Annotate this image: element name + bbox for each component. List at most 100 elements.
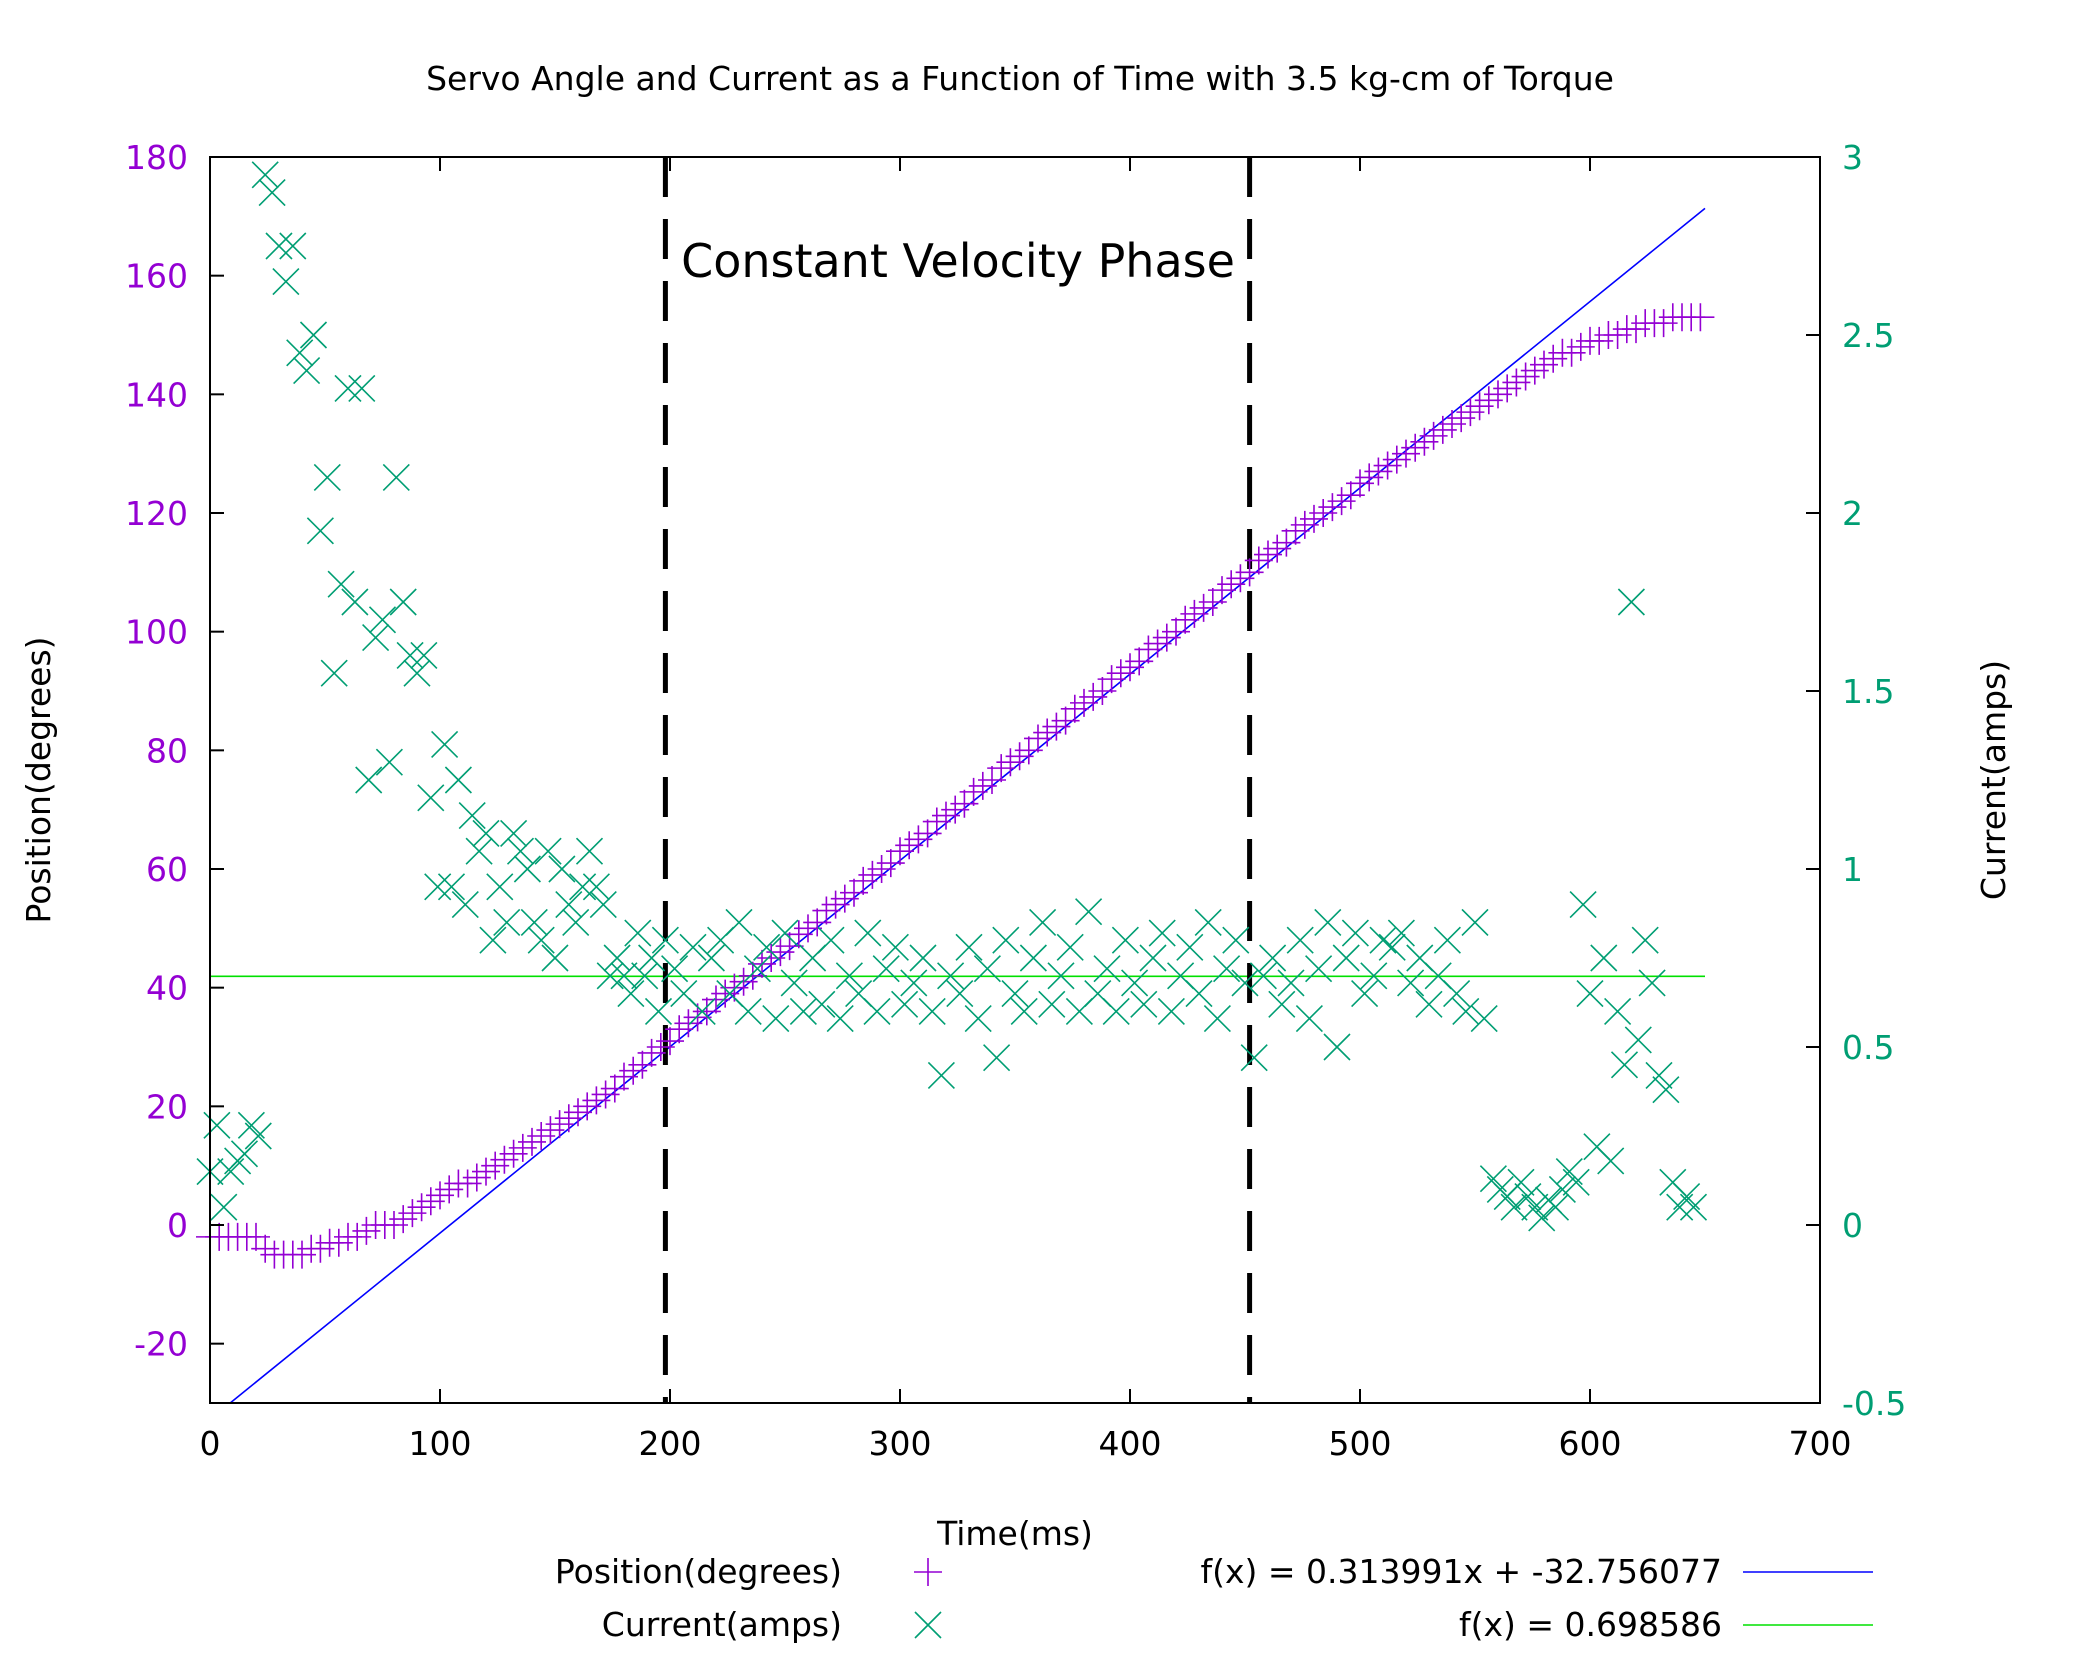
current-point [1231,969,1259,997]
current-point [327,570,355,598]
legend-cross-mark [914,1611,942,1639]
current-point [320,659,348,687]
current-point [1194,908,1222,936]
current-point [534,837,562,865]
current-point [617,980,645,1008]
current-point [293,357,321,385]
current-point [1029,908,1057,936]
current-point [743,955,771,983]
current-point [527,926,555,954]
current-point [1314,908,1342,936]
current-point [334,374,362,402]
x-tick-label: 100 [409,1424,472,1463]
current-point [1341,919,1369,947]
current-point [1139,944,1167,972]
current-point [1507,1168,1535,1196]
y2-tick-label: 1 [1842,850,1863,889]
current-point [651,926,679,954]
x-tick-label: 200 [639,1424,702,1463]
current-point [1075,898,1103,926]
current-point [1010,997,1038,1025]
current-point [1652,1076,1680,1104]
current-point [1203,1004,1231,1033]
current-point [1259,944,1287,972]
x-axis-label: Time(ms) [936,1514,1093,1553]
y2-tick-label: 0 [1842,1206,1863,1245]
current-point [1415,990,1443,1018]
current-point [479,926,507,954]
y-tick-label: 40 [146,969,188,1008]
current-point [410,641,438,669]
y-tick-label: 160 [125,257,188,296]
current-point [1222,926,1250,954]
current-point [872,955,900,983]
y2-tick-label: 2.5 [1842,316,1894,355]
current-point [734,997,762,1025]
annotation-label: Constant Velocity Phase [681,234,1235,288]
current-point [1130,990,1158,1018]
legend-label-fit-current: f(x) = 0.698586 [1459,1605,1722,1644]
position-point [1686,303,1715,332]
current-point [210,1193,238,1221]
current-point [1295,1004,1323,1033]
current-point [424,873,452,901]
current-point [272,268,300,296]
current-point [313,463,341,491]
current-point [697,944,725,972]
current-point [251,161,279,189]
current-point [1631,926,1659,954]
current-point [265,232,293,260]
current-point [1102,997,1130,1025]
current-point [835,962,863,990]
current-point [644,997,673,1025]
y-tick-label: 0 [167,1206,188,1245]
current-point [1056,933,1084,961]
current-point [771,919,799,947]
current-point [817,926,845,954]
current-point [808,990,836,1018]
current-point [520,908,548,936]
current-point [1176,933,1204,961]
current-point [946,980,974,1008]
current-point [506,837,535,865]
legend-marker-current [914,1611,942,1639]
current-point [1443,980,1471,1008]
current-point [1111,926,1139,954]
current-point [992,926,1020,954]
current-point [624,919,652,947]
current-point [1452,997,1480,1025]
y-tick-label: 20 [146,1087,188,1126]
current-point [753,933,781,961]
current-point [1500,1193,1528,1221]
legend-label-current: Current(amps) [602,1605,842,1644]
current-point [444,766,472,794]
current-point [1562,1168,1590,1196]
current-point [1378,933,1406,961]
current-point [431,730,459,758]
current-point [355,766,383,794]
legend-plus-mark [914,1558,942,1586]
current-point [1185,980,1213,1008]
current-point [417,784,445,812]
current-point [1148,919,1176,947]
current-point [1351,980,1379,1008]
current-point [569,873,597,901]
current-point [826,1004,854,1033]
current-point [486,873,514,901]
current-point [1019,944,1047,972]
current-point [918,997,946,1025]
current-point [1323,1033,1351,1061]
current-point [1590,944,1618,972]
current-point [854,919,882,947]
current-point [638,944,666,972]
current-point [396,641,424,669]
current-point [582,873,610,901]
legend-label-fit-position: f(x) = 0.313991x + -32.756077 [1200,1552,1722,1591]
current-point [451,891,479,919]
current-point [1548,1175,1576,1203]
current-point [937,962,965,990]
current-point [1397,969,1425,997]
current-point [900,969,928,997]
current-point [1332,944,1360,972]
